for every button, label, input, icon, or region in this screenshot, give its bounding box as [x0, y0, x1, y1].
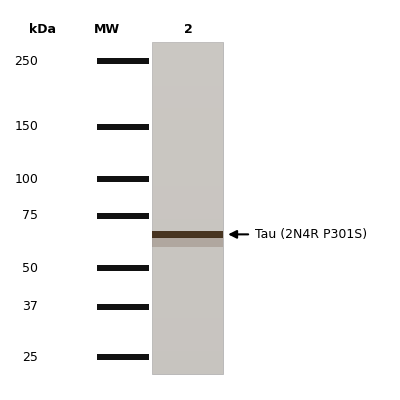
- Bar: [152, 285, 223, 296]
- Bar: [152, 329, 223, 340]
- Text: 150: 150: [14, 120, 38, 134]
- Bar: [97, 265, 148, 271]
- Bar: [152, 53, 223, 64]
- Bar: [152, 130, 223, 142]
- Bar: [152, 42, 223, 374]
- Text: kDa: kDa: [29, 23, 56, 36]
- Text: 25: 25: [22, 351, 38, 364]
- Bar: [152, 340, 223, 352]
- Text: MW: MW: [94, 23, 120, 36]
- Bar: [152, 362, 223, 374]
- Bar: [152, 64, 223, 75]
- Text: 100: 100: [14, 172, 38, 186]
- Bar: [97, 58, 148, 64]
- Text: Tau (2N4R P301S): Tau (2N4R P301S): [255, 228, 367, 241]
- Bar: [152, 208, 223, 219]
- Bar: [152, 86, 223, 98]
- Bar: [152, 175, 223, 186]
- Text: 50: 50: [22, 262, 38, 274]
- Bar: [152, 164, 223, 175]
- Bar: [97, 304, 148, 310]
- Bar: [152, 108, 223, 120]
- Bar: [152, 241, 223, 252]
- Bar: [152, 98, 223, 108]
- Bar: [152, 197, 223, 208]
- Bar: [152, 120, 223, 130]
- Text: 75: 75: [22, 210, 38, 222]
- Text: 250: 250: [14, 55, 38, 68]
- Bar: [152, 142, 223, 153]
- Bar: [97, 124, 148, 130]
- Bar: [152, 263, 223, 274]
- Bar: [152, 252, 223, 263]
- Bar: [152, 186, 223, 197]
- Bar: [152, 318, 223, 329]
- Text: 2: 2: [184, 23, 192, 36]
- Bar: [152, 237, 223, 247]
- Text: 37: 37: [22, 300, 38, 313]
- Bar: [152, 296, 223, 307]
- Bar: [152, 231, 223, 238]
- Bar: [152, 42, 223, 53]
- Bar: [152, 352, 223, 362]
- Bar: [152, 230, 223, 241]
- Bar: [152, 307, 223, 318]
- Bar: [152, 153, 223, 164]
- Bar: [97, 354, 148, 360]
- Bar: [97, 176, 148, 182]
- Bar: [97, 213, 148, 219]
- Bar: [152, 219, 223, 230]
- Bar: [152, 274, 223, 285]
- Bar: [152, 75, 223, 86]
